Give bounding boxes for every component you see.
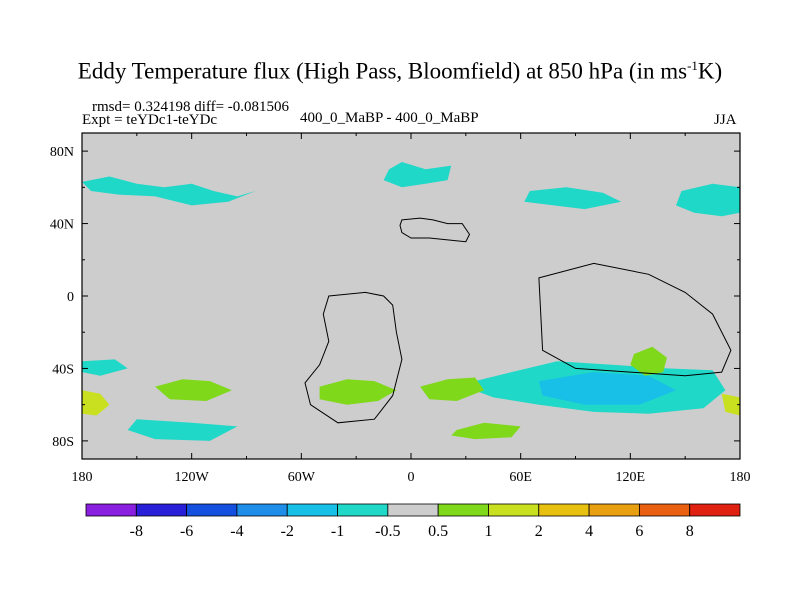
contour-region (676, 183, 740, 217)
contour-region (383, 162, 452, 188)
colorbar-swatch (638, 503, 691, 517)
colorbar-label: 0.5 (428, 523, 448, 540)
colorbar-label: -0.5 (375, 523, 400, 540)
x-tick-label: 180 (72, 470, 93, 485)
continent-outlines (304, 217, 732, 424)
x-tick-label: 0 (408, 470, 415, 485)
contour-region (524, 187, 622, 210)
contour-region (538, 372, 676, 405)
y-tick-label: 80S (52, 435, 74, 450)
y-tick-label: 40S (52, 362, 74, 377)
contour-region (420, 377, 485, 401)
colorbar-swatch (135, 503, 188, 517)
continent-outline (304, 291, 403, 424)
season-label: JJA (714, 112, 737, 128)
x-tick-label: 180 (730, 470, 751, 485)
colorbar-swatch (85, 503, 137, 517)
colorbar-label: -4 (230, 523, 243, 540)
chart-title: Eddy Temperature flux (High Pass, Bloomf… (77, 58, 723, 84)
x-tick-label: 120E (616, 470, 646, 485)
y-tick-label: 80N (50, 145, 74, 160)
colorbar-label: 4 (585, 523, 593, 540)
y-tick-label: 40N (50, 218, 74, 233)
contour-region (82, 359, 128, 376)
colorbar-swatch (689, 503, 741, 517)
colorbar-label: 2 (535, 523, 543, 540)
colorbar-label: 6 (635, 523, 643, 540)
colorbar-swatch (437, 503, 489, 517)
x-tick-label: 120W (175, 470, 210, 485)
colorbar-label: -6 (180, 523, 193, 540)
colorbar-swatch (186, 503, 238, 517)
colorbar-swatch (286, 503, 338, 517)
x-tick-label: 60E (509, 470, 532, 485)
stats-label: rmsd= 0.324198 diff= -0.081506 (92, 99, 290, 115)
colorbar-swatch (337, 503, 389, 517)
continent-outline (538, 262, 732, 377)
contour-region (155, 379, 232, 401)
colorbar-label: 8 (686, 523, 694, 540)
colorbar-swatch (236, 503, 288, 517)
y-tick-label: 0 (67, 290, 74, 305)
colorbar-swatch (588, 503, 640, 517)
comparison-label: 400_0_MaBP - 400_0_MaBP (300, 110, 479, 126)
contour-region (82, 176, 256, 206)
colorbar-label: -2 (281, 523, 294, 540)
colorbar-label: -1 (331, 523, 344, 540)
colorbar-label: 1 (484, 523, 492, 540)
colorbar-swatch (387, 503, 439, 517)
experiment-label: Expt = teYDc1-teYDc (82, 112, 218, 128)
contour-region (630, 346, 667, 376)
contour-region (82, 390, 110, 416)
colorbar-label: -8 (130, 523, 143, 540)
continent-outline (399, 217, 471, 243)
contour-region (127, 419, 238, 441)
colorbar-swatch (488, 503, 540, 517)
contour-region (451, 422, 521, 440)
x-tick-label: 60W (288, 470, 316, 485)
contour-region (721, 393, 740, 416)
contour-region (319, 379, 397, 405)
colorbar-swatch (538, 503, 590, 517)
